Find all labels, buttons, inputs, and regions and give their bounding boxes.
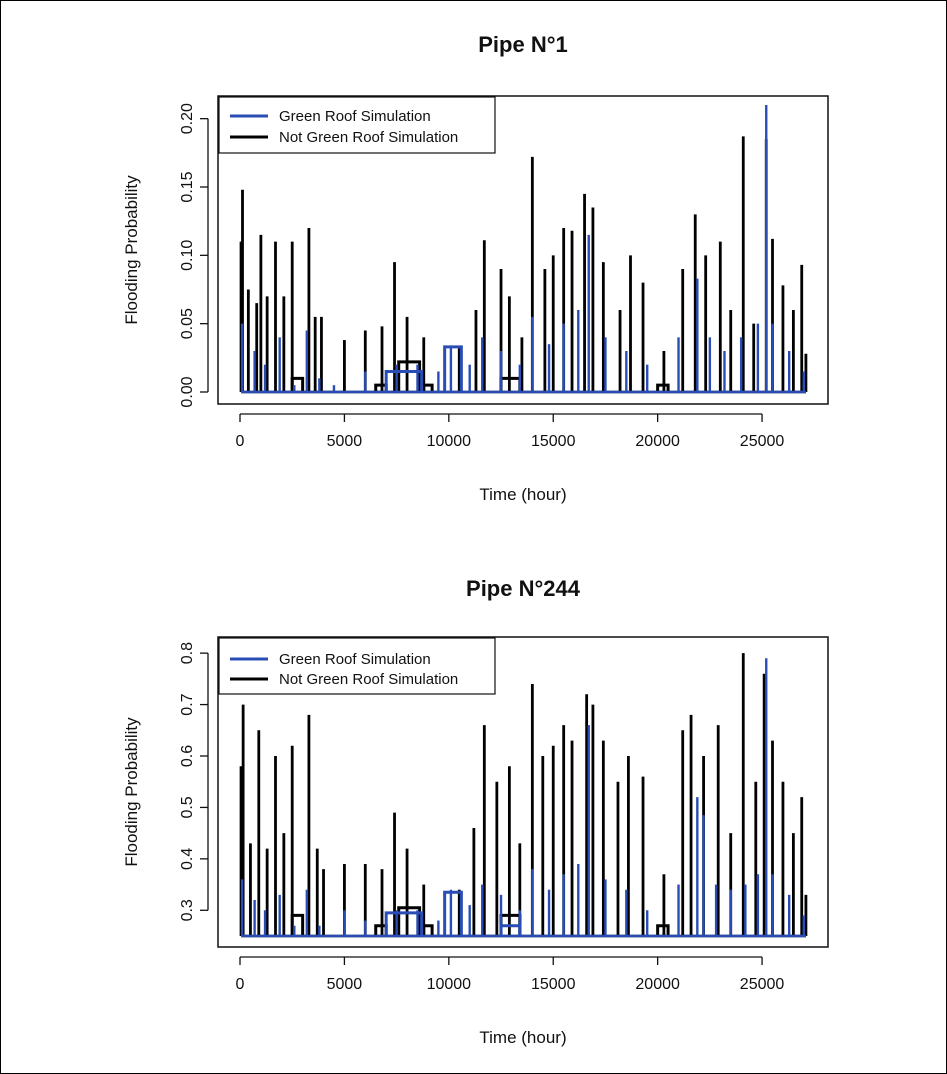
- chart-2-series-green-roof: [240, 658, 806, 938]
- y-tick-label: 0.05: [179, 308, 196, 339]
- chart-1-y-axis: 0.00 0.05 0.10 0.15 0.20: [179, 103, 209, 408]
- series-step: [397, 906, 422, 936]
- chart-pipe-244: Pipe N°244 0 5000 10000 15000 20000 25000 0.3…: [122, 576, 829, 1047]
- chart-1-legend-black-label: Not Green Roof Simulation: [279, 129, 458, 146]
- series-step: [397, 360, 422, 392]
- x-tick-label: 20000: [635, 976, 680, 993]
- chart-1-title: Pipe N°1: [478, 32, 568, 57]
- chart-2-y-axis: 0.3 0.4 0.5 0.6 0.7 0.8: [179, 642, 209, 921]
- y-tick-label: 0.15: [179, 171, 196, 202]
- chart-1-legend-box: [218, 96, 496, 154]
- chart-1-series-green-roof: [240, 105, 806, 394]
- chart-2-x-axis: 0 5000 10000 15000 20000 25000: [236, 956, 785, 993]
- y-tick-label: 0.3: [179, 899, 196, 921]
- chart-1-series-group: [239, 105, 808, 394]
- y-tick-label: 0.5: [179, 796, 196, 818]
- y-tick-label: 0.7: [179, 693, 196, 715]
- chart-2-plot-box: [217, 636, 829, 948]
- chart-2-legend-green-label: Green Roof Simulation: [279, 651, 431, 668]
- x-tick-label: 15000: [531, 976, 576, 993]
- x-tick-label: 15000: [531, 433, 576, 450]
- y-tick-label: 0.4: [179, 848, 196, 870]
- chart-2-x-axis-label: Time (hour): [479, 1028, 566, 1047]
- chart-1-x-axis-label: Time (hour): [479, 485, 566, 504]
- x-tick-label: 0: [236, 976, 245, 993]
- x-tick-label: 5000: [327, 976, 363, 993]
- series-step: [443, 345, 463, 392]
- y-tick-label: 0.00: [179, 376, 196, 407]
- x-tick-label: 10000: [427, 976, 472, 993]
- x-tick-label: 25000: [740, 433, 785, 450]
- x-tick-label: 10000: [427, 433, 472, 450]
- chart-2-legend: Green Roof Simulation Not Green Roof Sim…: [218, 637, 496, 695]
- x-tick-label: 5000: [327, 433, 363, 450]
- chart-2-legend-black-label: Not Green Roof Simulation: [279, 671, 458, 688]
- chart-1-x-axis: 0 5000 10000 15000 20000 25000: [236, 413, 785, 450]
- x-tick-label: 25000: [740, 976, 785, 993]
- chart-2-legend-box: [218, 637, 496, 695]
- chart-2-y-axis-label: Flooding Probability: [122, 717, 141, 867]
- chart-2-series-group: [239, 653, 808, 938]
- chart-1-series-not-green-roof: [239, 136, 808, 394]
- y-tick-label: 0.20: [179, 103, 196, 134]
- chart-2-title: Pipe N°244: [466, 576, 581, 601]
- chart-1-legend-green-label: Green Roof Simulation: [279, 108, 431, 125]
- series-step: [443, 890, 463, 936]
- y-tick-label: 0.6: [179, 745, 196, 767]
- x-tick-label: 20000: [635, 433, 680, 450]
- chart-1-y-axis-label: Flooding Probability: [122, 175, 141, 325]
- y-tick-label: 0.8: [179, 642, 196, 664]
- chart-2-series-not-green-roof: [239, 653, 808, 938]
- chart-pipe-1: Pipe N°1 0 5000 10000 15000 20000 25000 0.000…: [122, 32, 829, 504]
- chart-1-legend: Green Roof Simulation Not Green Roof Sim…: [218, 96, 496, 154]
- chart-1-plot-box: [217, 95, 829, 405]
- y-tick-label: 0.10: [179, 240, 196, 271]
- x-tick-label: 0: [236, 433, 245, 450]
